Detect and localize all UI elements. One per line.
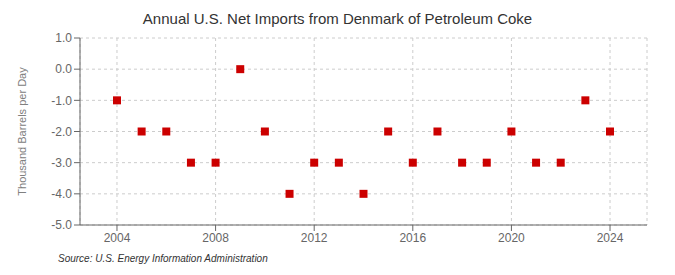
svg-text:2016: 2016	[399, 231, 426, 245]
svg-text:Thousand Barrels per Day: Thousand Barrels per Day	[16, 67, 28, 196]
html-text:Source: U.S. Energy Informatio: Source: U.S. Energy Information Administ…	[58, 253, 268, 264]
svg-text:2004: 2004	[104, 231, 131, 245]
svg-text:2020: 2020	[498, 231, 525, 245]
svg-text:2024: 2024	[597, 231, 624, 245]
svg-text:-4.0: -4.0	[51, 187, 72, 201]
svg-text:-1.0: -1.0	[51, 94, 72, 108]
svg-text:-5.0: -5.0	[51, 218, 72, 232]
svg-text:2012: 2012	[301, 231, 328, 245]
svg-text:1.0: 1.0	[55, 31, 72, 45]
svg-text:2008: 2008	[202, 231, 229, 245]
svg-text:-3.0: -3.0	[51, 156, 72, 170]
svg-text:0.0: 0.0	[55, 62, 72, 76]
html-text:Annual U.S. Net Imports from D: Annual U.S. Net Imports from Denmark of …	[142, 10, 533, 27]
svg-text:-2.0: -2.0	[51, 125, 72, 139]
